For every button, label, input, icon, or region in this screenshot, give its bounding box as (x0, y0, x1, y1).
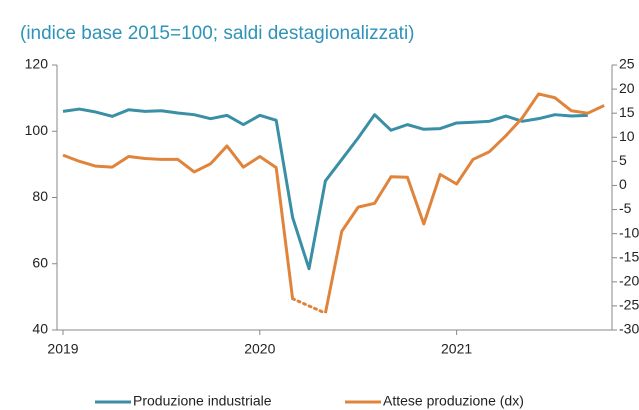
y2-tick-label: 5 (619, 152, 627, 168)
y2-tick-label: -5 (619, 200, 632, 216)
series-line (62, 107, 588, 271)
legend-label: Attese produzione (dx) (383, 393, 524, 409)
x-tick-label: 2020 (244, 341, 275, 357)
chart-title: (indice base 2015=100; saldi destagional… (20, 23, 415, 44)
y2-tick-label: 10 (619, 128, 635, 144)
y-tick-label: 60 (32, 254, 48, 270)
y-tick-label: 120 (25, 56, 49, 72)
y2-tick-label: 0 (619, 176, 627, 192)
y2-tick-label: 25 (619, 56, 635, 72)
y2-tick-label: -15 (619, 248, 639, 264)
y2-tick-label: -25 (619, 297, 639, 313)
gap-connector (291, 297, 327, 315)
y2-tick-label: 20 (619, 80, 635, 96)
legend-label: Produzione industriale (133, 393, 272, 409)
y2-tick-label: -20 (619, 273, 639, 289)
x-tick-label: 2019 (47, 341, 78, 357)
x-tick-label: 2021 (441, 341, 472, 357)
y-tick-label: 80 (32, 188, 48, 204)
y-tick-label: 100 (25, 122, 49, 138)
y2-tick-label: 15 (619, 104, 635, 120)
y-tick-label: 40 (32, 321, 48, 337)
series-line (62, 92, 605, 314)
y2-tick-label: -30 (619, 321, 639, 337)
y2-tick-label: -10 (619, 224, 639, 240)
